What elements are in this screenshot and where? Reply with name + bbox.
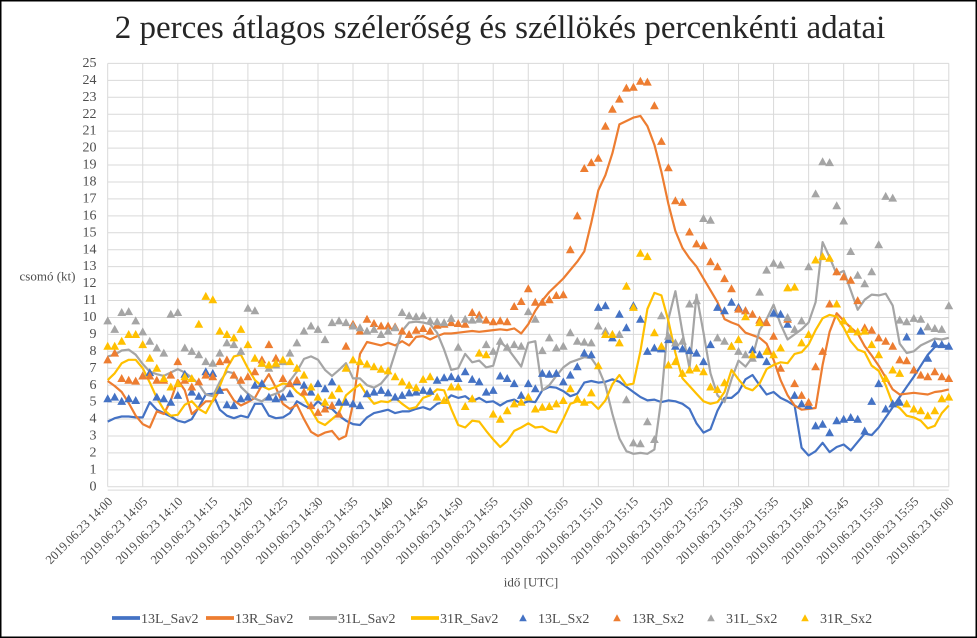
- svg-text:11: 11: [83, 293, 96, 308]
- svg-text:9: 9: [90, 327, 97, 342]
- svg-text:6: 6: [90, 378, 97, 393]
- svg-text:20: 20: [83, 141, 97, 156]
- svg-text:13L_Sx2: 13L_Sx2: [538, 612, 589, 627]
- svg-text:csomó (kt): csomó (kt): [20, 269, 76, 284]
- svg-text:23: 23: [83, 90, 97, 105]
- svg-text:2 perces átlagos szélerőség és: 2 perces átlagos szélerőség és széllökés…: [115, 10, 886, 46]
- svg-text:7: 7: [90, 361, 97, 376]
- svg-text:19: 19: [83, 158, 97, 173]
- svg-text:10: 10: [83, 310, 97, 325]
- svg-text:2: 2: [90, 446, 97, 461]
- svg-text:13L_Sav2: 13L_Sav2: [141, 612, 199, 627]
- svg-text:3: 3: [90, 429, 97, 444]
- svg-text:5: 5: [90, 395, 97, 410]
- svg-text:13: 13: [83, 259, 97, 274]
- svg-text:4: 4: [90, 412, 97, 427]
- svg-text:18: 18: [83, 175, 97, 190]
- svg-text:13R_Sx2: 13R_Sx2: [632, 612, 684, 627]
- svg-text:16: 16: [83, 208, 97, 223]
- svg-text:1: 1: [90, 463, 97, 478]
- svg-text:idő [UTC]: idő [UTC]: [504, 575, 559, 590]
- svg-text:15: 15: [83, 225, 97, 240]
- svg-text:17: 17: [83, 192, 97, 207]
- svg-text:8: 8: [90, 344, 97, 359]
- svg-text:12: 12: [83, 276, 97, 291]
- svg-text:31L_Sav2: 31L_Sav2: [338, 612, 396, 627]
- svg-text:22: 22: [83, 107, 97, 122]
- svg-text:31R_Sav2: 31R_Sav2: [440, 612, 498, 627]
- svg-text:31L_Sx2: 31L_Sx2: [726, 612, 777, 627]
- svg-text:0: 0: [90, 479, 97, 494]
- svg-text:13R_Sav2: 13R_Sav2: [235, 612, 293, 627]
- svg-text:21: 21: [83, 124, 97, 139]
- svg-text:31R_Sx2: 31R_Sx2: [820, 612, 872, 627]
- svg-text:24: 24: [83, 73, 97, 88]
- svg-text:25: 25: [83, 56, 97, 71]
- svg-text:14: 14: [83, 242, 97, 257]
